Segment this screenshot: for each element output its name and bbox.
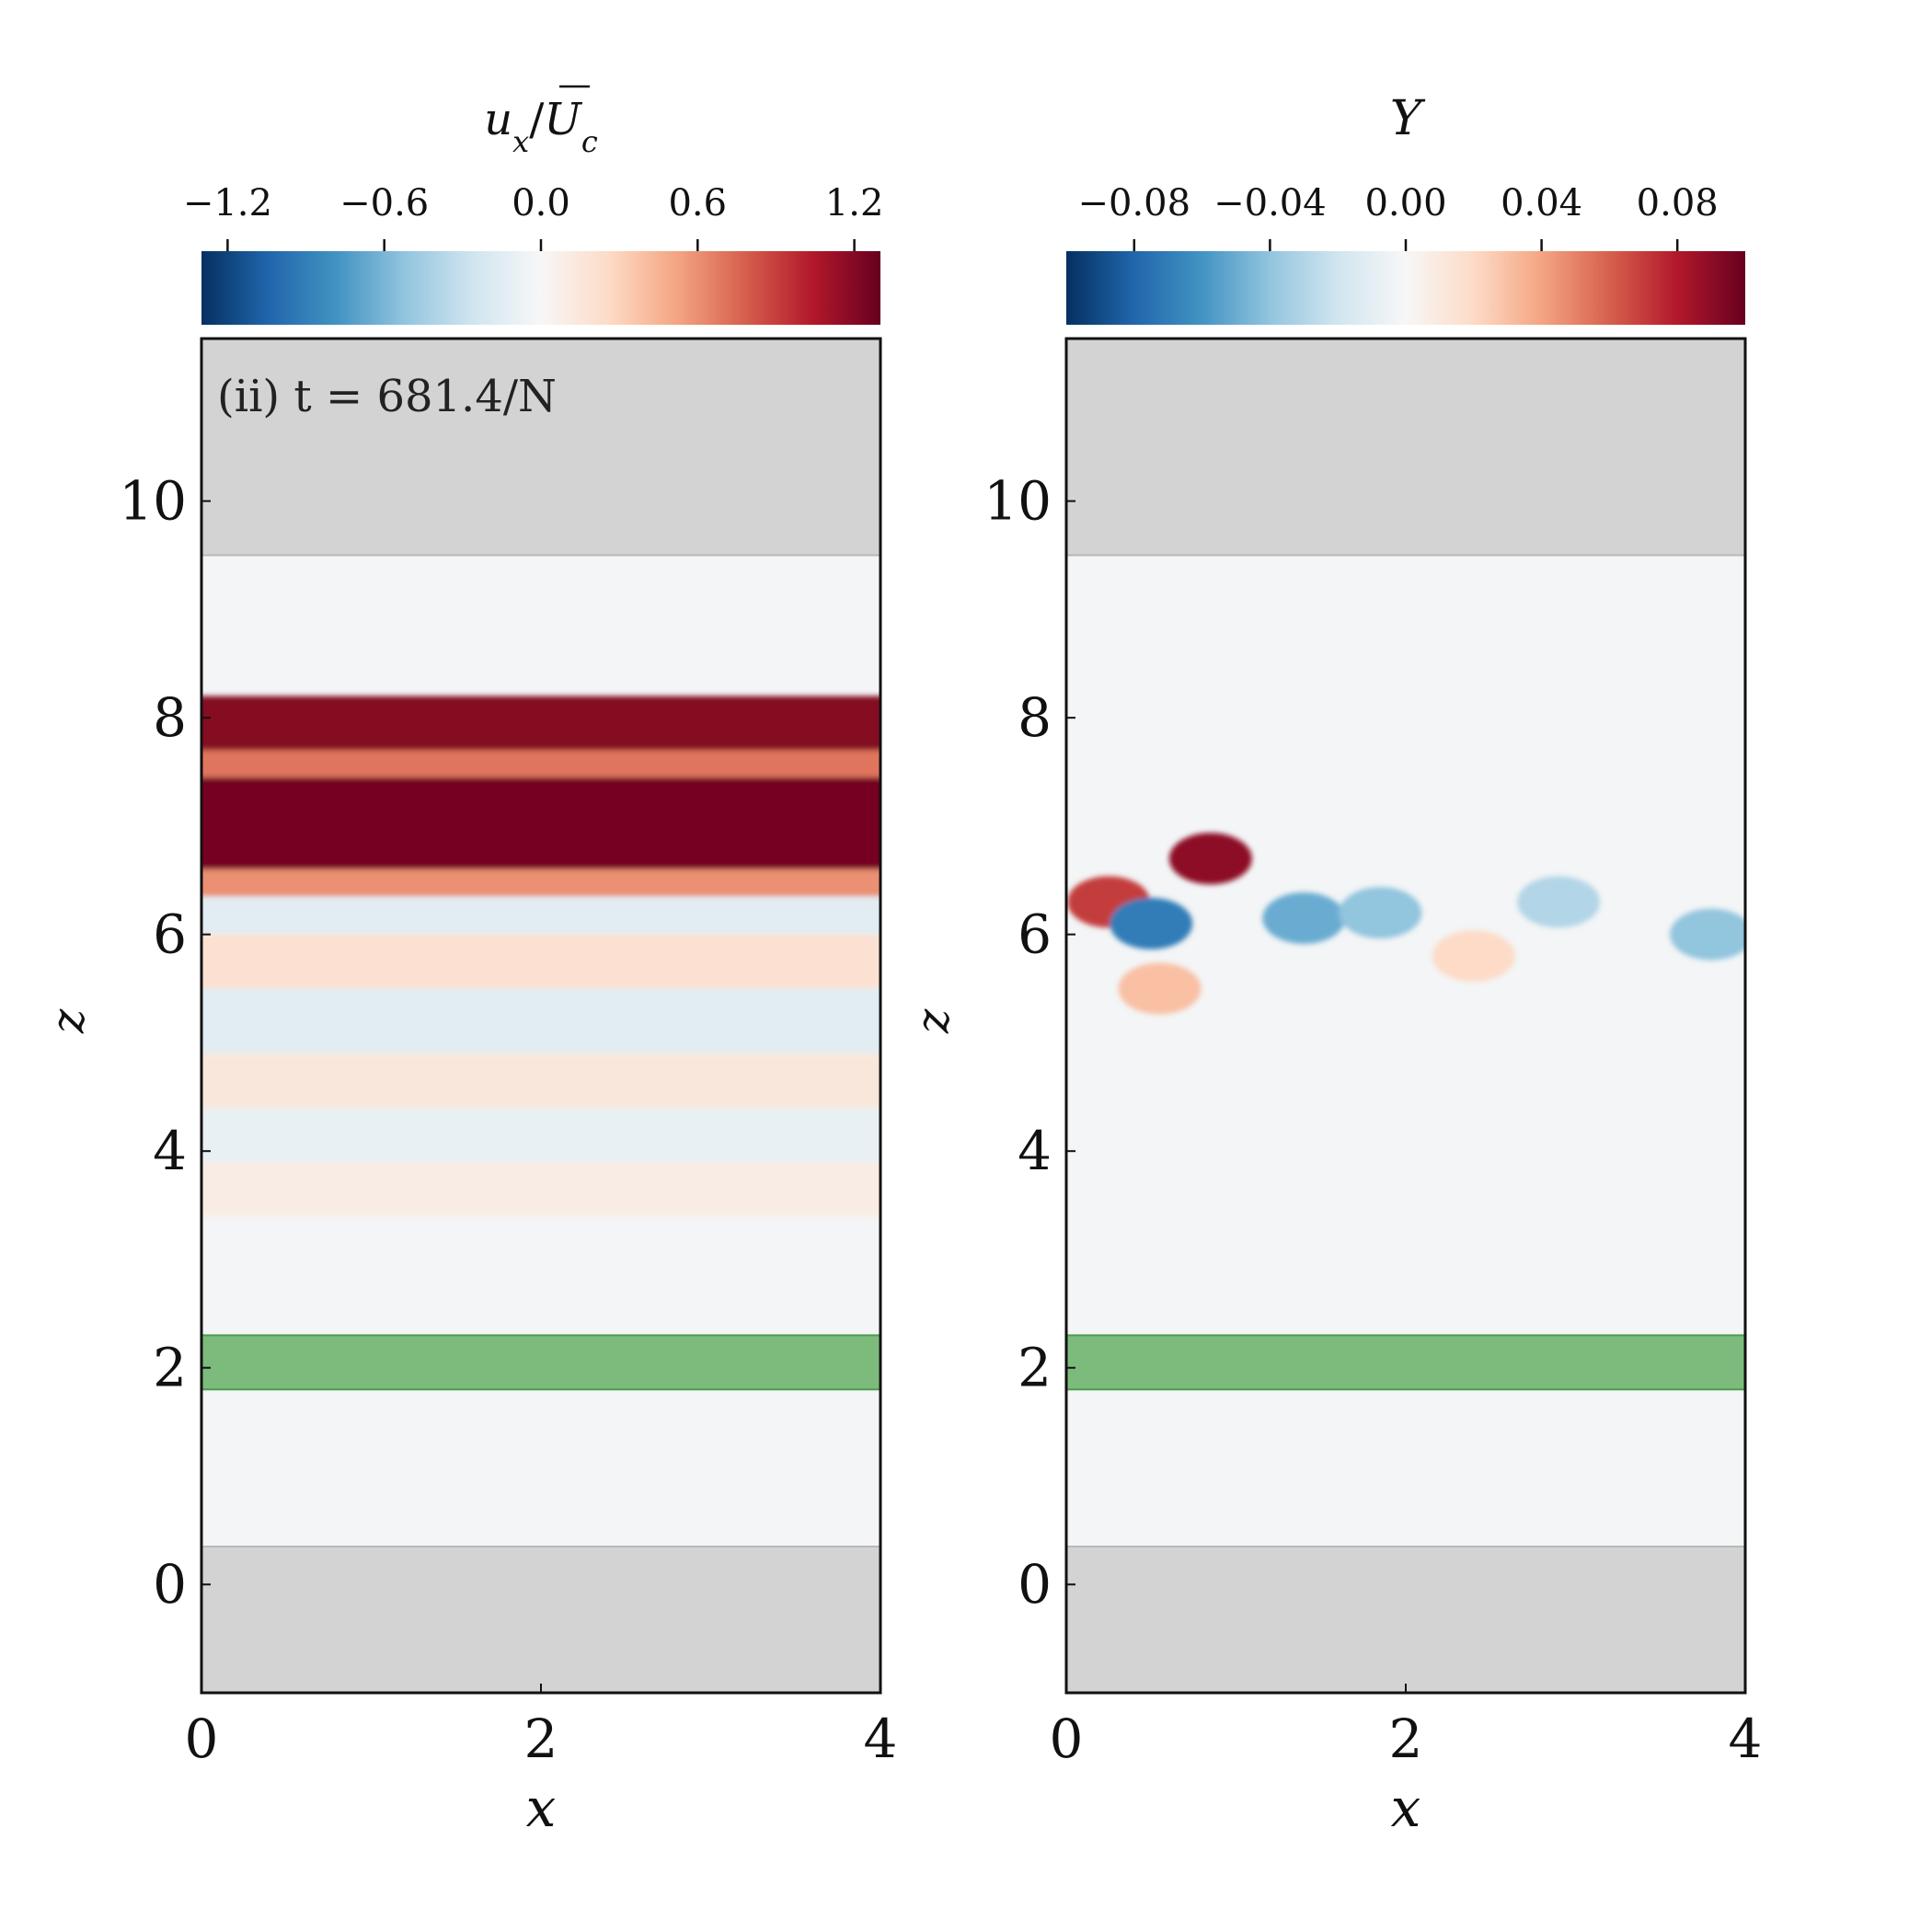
forcing-band xyxy=(1066,1334,1745,1391)
velocity-band xyxy=(201,1108,880,1162)
velocity-band xyxy=(201,988,880,1054)
velocity-band xyxy=(201,1161,880,1216)
masked-region xyxy=(201,1546,880,1693)
right-colorbar-tick-label: −0.04 xyxy=(1213,182,1327,224)
masked-region xyxy=(1066,339,1745,557)
left-xtick-label: 0 xyxy=(185,1708,219,1770)
left-ytick-label: 8 xyxy=(153,686,187,749)
velocity-band xyxy=(201,934,880,989)
left-time-annotation: (ii) t = 681.4/N xyxy=(217,371,557,422)
left-ytick-label: 0 xyxy=(153,1553,187,1616)
upsilon-feature xyxy=(1517,876,1601,928)
velocity-band xyxy=(201,776,880,870)
upsilon-feature xyxy=(1118,962,1202,1015)
left-panel: ux/Uc −1.2 −0.6 0.0 0.6 1.2 (ii) t = 681.4/N… xyxy=(41,85,898,1839)
right-plot-background xyxy=(1066,339,1745,1693)
upsilon-feature xyxy=(1110,897,1193,949)
left-colorbar-tick-label: 0.0 xyxy=(512,182,570,224)
left-colorbar-tick-label: 0.6 xyxy=(668,182,727,224)
velocity-band xyxy=(201,896,880,935)
right-colorbar: Υ −0.08 −0.04 0.00 0.04 0.08 xyxy=(1066,91,1745,325)
left-colorbar-title: ux/Uc xyxy=(484,94,598,159)
left-xlabel: x xyxy=(526,1777,557,1839)
masked-region xyxy=(201,339,880,557)
left-xtick-label: 2 xyxy=(524,1708,558,1770)
left-ytick-label: 4 xyxy=(153,1120,187,1182)
right-ytick-label: 10 xyxy=(983,470,1052,533)
left-ytick-label: 2 xyxy=(153,1337,187,1399)
right-colorbar-gradient xyxy=(1066,251,1745,325)
upsilon-feature xyxy=(1262,892,1346,945)
right-ytick-label: 4 xyxy=(1018,1120,1052,1182)
left-plot-area: (ii) t = 681.4/N 0 2 4 6 8 10 0 2 4 x z xyxy=(41,337,898,1839)
velocity-band xyxy=(201,869,880,897)
left-colorbar-tick-label: 1.2 xyxy=(825,182,884,224)
right-panel: Υ −0.08 −0.04 0.00 0.04 0.08 0 2 4 6 8 10 0 2 4 x z xyxy=(906,91,1762,1839)
left-colorbar-tick-label: −1.2 xyxy=(183,182,272,224)
right-ytick-label: 8 xyxy=(1018,686,1052,749)
upsilon-feature xyxy=(1670,908,1745,960)
velocity-band xyxy=(201,1053,880,1109)
right-colorbar-title: Υ xyxy=(1390,91,1426,146)
right-xlabel: x xyxy=(1391,1777,1421,1839)
right-ytick-label: 0 xyxy=(1018,1553,1052,1616)
right-xtick-label: 0 xyxy=(1050,1708,1084,1770)
upsilon-feature xyxy=(1168,833,1252,885)
left-colorbar: ux/Uc −1.2 −0.6 0.0 0.6 1.2 xyxy=(183,85,884,325)
left-xtick-label: 4 xyxy=(864,1708,898,1770)
left-ylabel: z xyxy=(41,1008,95,1034)
forcing-band xyxy=(201,1334,880,1391)
upsilon-feature xyxy=(1432,930,1515,983)
right-plot-area: 0 2 4 6 8 10 0 2 4 x z xyxy=(906,337,1763,1839)
right-colorbar-tick-label: 0.04 xyxy=(1501,182,1582,224)
right-ytick-label: 6 xyxy=(1018,903,1052,966)
right-ylabel: z xyxy=(906,1008,960,1034)
right-xtick-label: 2 xyxy=(1389,1708,1423,1770)
velocity-band xyxy=(201,696,880,751)
right-colorbar-tick-label: 0.08 xyxy=(1637,182,1719,224)
left-ytick-label: 6 xyxy=(153,903,187,966)
masked-region xyxy=(1066,1546,1745,1693)
right-colorbar-tick-label: 0.00 xyxy=(1364,182,1446,224)
left-colorbar-gradient xyxy=(201,251,880,325)
left-colorbar-tick-label: −0.6 xyxy=(339,182,429,224)
right-colorbar-tick-label: −0.08 xyxy=(1078,182,1191,224)
upsilon-feature xyxy=(1339,887,1422,939)
right-ytick-label: 2 xyxy=(1018,1337,1052,1399)
right-xtick-label: 4 xyxy=(1729,1708,1763,1770)
velocity-band xyxy=(201,750,880,777)
left-ytick-label: 10 xyxy=(119,470,187,533)
